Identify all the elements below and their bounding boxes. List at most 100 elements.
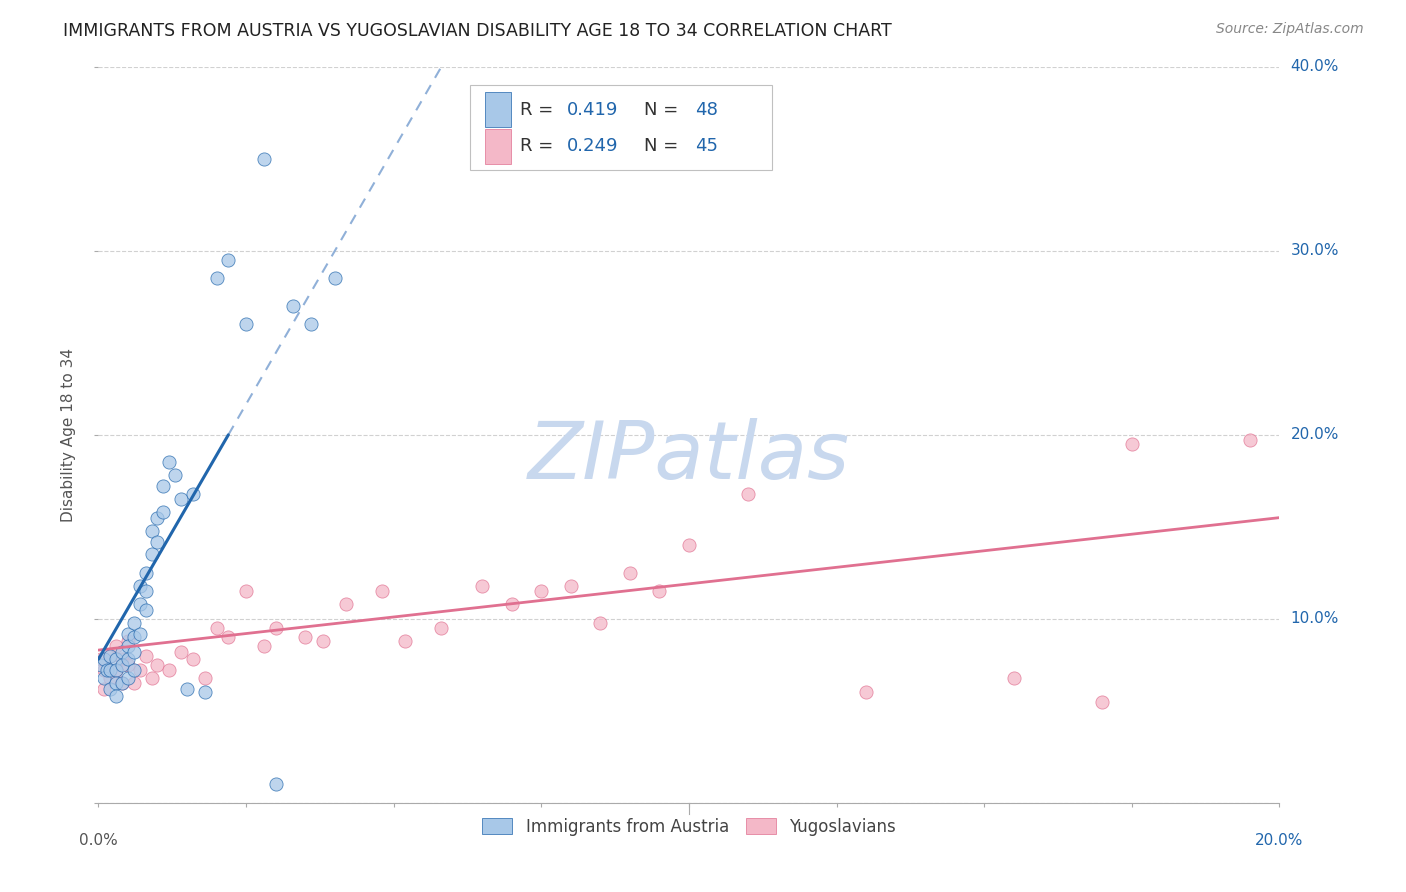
Text: R =: R = [520, 137, 560, 155]
Point [90, 657, 112, 672]
Point [111, 676, 134, 690]
Point [141, 548, 163, 562]
Text: R =: R = [520, 101, 560, 119]
Point [194, 671, 217, 685]
Text: N =: N = [644, 137, 685, 155]
Point [122, 664, 145, 678]
Point [128, 597, 150, 611]
Point [335, 597, 357, 611]
Text: ZIPatlas: ZIPatlas [527, 418, 851, 496]
Point [122, 615, 145, 630]
Text: 20.0%: 20.0% [1291, 427, 1339, 442]
Point [128, 626, 150, 640]
Legend: Immigrants from Austria, Yugoslavians: Immigrants from Austria, Yugoslavians [475, 811, 903, 842]
Point [217, 630, 239, 644]
Point [117, 652, 139, 666]
Point [371, 584, 394, 599]
Point [312, 633, 335, 648]
Point [117, 633, 139, 648]
Point [122, 676, 145, 690]
Point [141, 524, 163, 538]
Text: 45: 45 [695, 137, 718, 155]
Text: 0.249: 0.249 [567, 137, 619, 155]
Point [111, 657, 134, 672]
Point [217, 253, 239, 268]
Point [141, 671, 163, 685]
Point [105, 689, 128, 703]
Point [170, 645, 193, 659]
Point [98, 671, 121, 685]
Point [105, 676, 128, 690]
Point [128, 664, 150, 678]
Text: IMMIGRANTS FROM AUSTRIA VS YUGOSLAVIAN DISABILITY AGE 18 TO 34 CORRELATION CHART: IMMIGRANTS FROM AUSTRIA VS YUGOSLAVIAN D… [63, 22, 891, 40]
Point [855, 685, 877, 699]
Point [264, 777, 287, 791]
Point [90, 652, 112, 666]
Text: Source: ZipAtlas.com: Source: ZipAtlas.com [1216, 22, 1364, 37]
Point [648, 584, 671, 599]
Point [619, 566, 641, 580]
FancyBboxPatch shape [485, 128, 510, 164]
Point [93, 671, 115, 685]
Point [264, 621, 287, 635]
Point [176, 681, 198, 696]
Point [294, 630, 316, 644]
Point [253, 152, 276, 166]
Point [96, 664, 118, 678]
Point [105, 664, 128, 678]
Point [135, 566, 157, 580]
Point [170, 492, 193, 507]
Point [135, 648, 157, 663]
Point [678, 538, 700, 552]
Point [1002, 671, 1025, 685]
Point [157, 664, 180, 678]
Point [235, 318, 257, 332]
Point [98, 648, 121, 663]
Point [111, 645, 134, 659]
FancyBboxPatch shape [471, 86, 772, 170]
Point [323, 271, 346, 285]
Text: 20.0%: 20.0% [1256, 833, 1303, 848]
Point [283, 299, 305, 313]
Y-axis label: Disability Age 18 to 34: Disability Age 18 to 34 [60, 348, 76, 522]
Point [253, 640, 276, 654]
Point [105, 652, 128, 666]
Point [430, 621, 453, 635]
Point [152, 505, 174, 519]
Text: 40.0%: 40.0% [1291, 60, 1339, 74]
Point [117, 657, 139, 672]
Point [146, 657, 169, 672]
Point [93, 652, 115, 666]
Text: 0.0%: 0.0% [79, 833, 118, 848]
Point [105, 664, 128, 678]
Point [471, 579, 494, 593]
Point [394, 633, 416, 648]
Point [1091, 695, 1114, 709]
Point [1239, 434, 1261, 448]
Point [93, 681, 115, 696]
Text: N =: N = [644, 101, 685, 119]
Point [122, 645, 145, 659]
Point [157, 455, 180, 469]
Point [194, 685, 217, 699]
Point [737, 487, 759, 501]
Text: 0.419: 0.419 [567, 101, 619, 119]
Point [235, 584, 257, 599]
Point [205, 621, 228, 635]
Point [117, 640, 139, 654]
Point [165, 468, 187, 483]
Text: 10.0%: 10.0% [1291, 611, 1339, 626]
Point [111, 676, 134, 690]
Point [152, 479, 174, 493]
Point [1121, 437, 1143, 451]
Point [117, 671, 139, 685]
Point [111, 652, 134, 666]
Point [560, 579, 582, 593]
Point [128, 579, 150, 593]
Point [181, 652, 204, 666]
Point [205, 271, 228, 285]
Point [589, 615, 612, 630]
Point [105, 640, 128, 654]
Point [98, 681, 121, 696]
Point [530, 584, 553, 599]
